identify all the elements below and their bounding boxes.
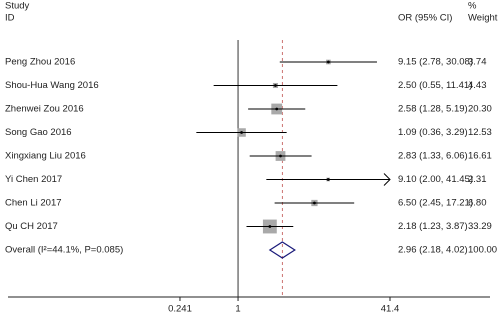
x-tick-label: 41.4 [381, 304, 400, 315]
study-label: Yi Chen 2017 [5, 174, 62, 185]
study-label: Song Gao 2016 [5, 127, 72, 138]
or-label: 9.10 (2.00, 41.45) [398, 174, 473, 185]
x-tick-label: 1 [235, 304, 240, 315]
point [279, 154, 282, 158]
point [326, 178, 330, 181]
or-label: 6.50 (2.45, 17.21) [398, 198, 473, 209]
study-header: Study [5, 1, 30, 12]
or-label: 2.50 (0.55, 11.41) [398, 80, 472, 91]
weight-label: 16.61 [468, 151, 492, 162]
or-label: 1.09 (0.36, 3.29) [398, 127, 468, 138]
or-label: 2.58 (1.28, 5.19) [398, 104, 468, 115]
point [240, 131, 243, 134]
overall-label: Overall (I²=44.1%, P=0.085) [5, 245, 123, 256]
study-label: Xingxiang Liu 2016 [5, 151, 86, 162]
weight-label: 20.30 [468, 104, 492, 115]
point [275, 107, 279, 111]
or-header: OR (95% CI) [398, 13, 452, 24]
weight-header: Weight [468, 13, 498, 24]
weight-label: 6.80 [468, 198, 487, 209]
point [274, 84, 277, 87]
study-label: Peng Zhou 2016 [5, 57, 75, 68]
overall-diamond [268, 241, 296, 259]
or-label: 9.15 (2.78, 30.08) [398, 57, 473, 68]
weight-label: 2.31 [468, 174, 487, 185]
weight-label: 12.53 [468, 127, 492, 138]
id-header: ID [5, 13, 15, 24]
or-label: 2.18 (1.23, 3.87) [398, 221, 468, 232]
point [268, 225, 272, 228]
study-label: Chen Li 2017 [5, 198, 62, 209]
study-label: Zhenwei Zou 2016 [5, 104, 84, 115]
point [326, 60, 330, 64]
or-label: 2.83 (1.33, 6.06) [398, 151, 468, 162]
weight-label: 3.74 [468, 57, 487, 68]
weight-label: 33.29 [468, 221, 492, 232]
study-label: Qu CH 2017 [5, 221, 58, 232]
overall-or-label: 2.96 (2.18, 4.02) [398, 245, 468, 256]
study-label: Shou-Hua Wang 2016 [5, 80, 99, 91]
point [313, 201, 316, 205]
ci-arrow [383, 173, 391, 186]
overall-weight-label: 100.00 [468, 245, 497, 256]
x-tick-label: 0.241 [168, 304, 192, 315]
percent-header: % [468, 1, 477, 12]
weight-label: 4.43 [468, 80, 487, 91]
